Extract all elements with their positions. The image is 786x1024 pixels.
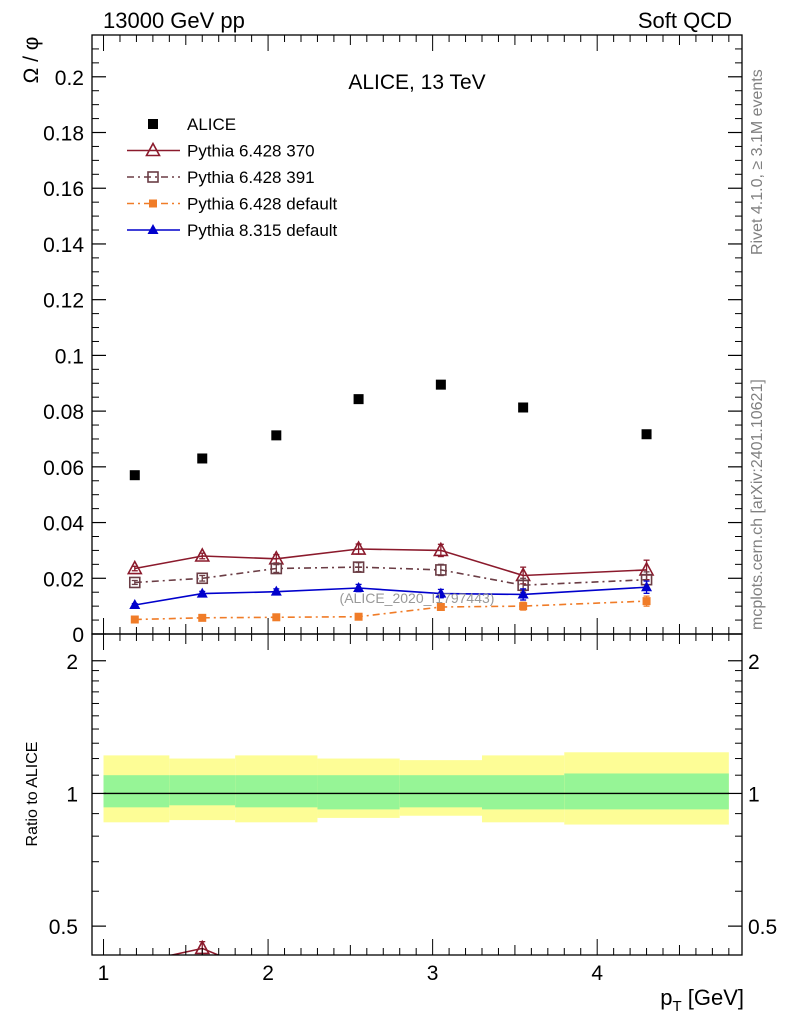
- y-tick-label: 0.08: [43, 401, 84, 424]
- chart-title: ALICE, 13 TeV: [348, 71, 485, 94]
- x-tick-label: 3: [427, 962, 439, 985]
- data-point-alice: [518, 402, 529, 413]
- data-point-py6-391: [352, 561, 365, 573]
- data-point-py6-391: [270, 562, 283, 575]
- ratio-y-tick-label-right: 1: [748, 783, 760, 806]
- data-point-py6-default: [130, 615, 139, 624]
- x-axis-label: pT [GeV]: [660, 985, 744, 1015]
- y-tick-label: 0.18: [43, 123, 84, 146]
- x-tick-label: 2: [262, 962, 274, 985]
- data-point-py6-370: [433, 541, 449, 557]
- data-point-py8-default: [196, 587, 208, 598]
- uncertainty-band-inner: [482, 775, 565, 810]
- data-point-alice: [197, 453, 208, 464]
- ratio-y-tick-label-right: 2: [748, 651, 760, 674]
- series-line-py6-370: [134, 548, 647, 577]
- series-line-py6-391: [134, 566, 647, 587]
- ratio-y-tick-label: 1: [66, 783, 78, 806]
- y-tick-label: 0.16: [43, 178, 84, 201]
- data-point-py6-default: [198, 613, 207, 622]
- uncertainty-band-inner: [169, 775, 236, 806]
- uncertainty-band-inner: [399, 775, 482, 808]
- header-energy-label: 13000 GeV pp: [103, 8, 245, 33]
- uncertainty-band-inner: [103, 775, 170, 808]
- data-point-py8-default: [353, 582, 365, 593]
- y-tick-label: 0.02: [43, 568, 84, 591]
- legend-label-py6-370: Pythia 6.428 370: [187, 142, 315, 161]
- mcplots-label: mcplots.cern.ch [arXiv:2401.10621]: [749, 379, 766, 630]
- data-point-py6-391: [196, 572, 209, 585]
- data-point-py8-default: [435, 587, 447, 598]
- legend-label-py8-default: Pythia 8.315 default: [187, 221, 338, 240]
- y-tick-label: 0.2: [55, 67, 84, 90]
- legend-marker-py6-391: [147, 171, 159, 183]
- uncertainty-band-inner: [564, 773, 729, 810]
- y-tick-label: 0.06: [43, 457, 84, 480]
- main-y-axis-label: Ω / φ: [20, 37, 43, 84]
- legend-marker-py6-default: [149, 199, 157, 208]
- ratio-point-py6-370: [134, 954, 136, 955]
- data-point-alice: [641, 429, 652, 440]
- legend-marker-py6-370: [145, 141, 161, 157]
- data-point-alice: [435, 379, 446, 390]
- header-process-label: Soft QCD: [638, 8, 732, 33]
- data-point-py6-391: [128, 576, 141, 589]
- y-tick-label: 0: [72, 624, 84, 647]
- ratio-y-tick-label-right: 0.5: [748, 916, 777, 939]
- legend: ALICE Pythia 6.428 370 Pythia 6.428 391 Pyt…: [127, 115, 338, 240]
- legend-label-py6-default: Pythia 6.428 default: [187, 195, 338, 214]
- rivet-label: Rivet 4.1.0, ≥ 3.1M events: [749, 69, 766, 255]
- uncertainty-band-inner: [317, 775, 400, 810]
- legend-marker-py8-default: [147, 224, 159, 234]
- uncertainty-band-inner: [235, 775, 318, 808]
- data-point-py8-default: [641, 581, 653, 592]
- analysis-watermark: (ALICE_2020_I1797443): [340, 590, 495, 606]
- ratio-plot-frame: [91, 633, 743, 956]
- data-point-py6-default: [272, 613, 281, 622]
- ratio-y-axis-label: Ratio to ALICE: [24, 742, 41, 847]
- legend-marker-alice: [148, 119, 158, 129]
- y-tick-label: 0.04: [43, 513, 84, 536]
- ratio-y-tick-label: 0.5: [49, 916, 78, 939]
- data-point-alice: [353, 394, 364, 405]
- data-point-py8-default: [517, 588, 529, 599]
- data-point-py6-default: [642, 597, 651, 606]
- data-point-py6-370: [194, 547, 211, 562]
- data-point-alice: [129, 470, 140, 481]
- data-point-py6-default: [519, 602, 528, 611]
- data-point-py6-391: [435, 564, 447, 576]
- data-point-py6-370: [350, 540, 367, 555]
- data-point-py6-default: [354, 612, 363, 621]
- x-tick-label: 4: [591, 962, 603, 985]
- data-point-py8-default: [270, 585, 282, 596]
- x-tick-label: 1: [98, 962, 110, 985]
- y-tick-label: 0.12: [43, 290, 84, 313]
- data-point-py6-default: [436, 602, 445, 611]
- y-tick-label: 0.14: [43, 234, 84, 257]
- ratio-y-tick-label: 2: [66, 651, 78, 674]
- data-point-py6-370: [126, 559, 143, 575]
- data-point-py8-default: [129, 599, 141, 610]
- data-point-alice: [271, 430, 282, 441]
- y-tick-label: 0.1: [55, 345, 84, 368]
- legend-label-py6-391: Pythia 6.428 391: [187, 168, 315, 187]
- legend-label-alice: ALICE: [187, 115, 236, 134]
